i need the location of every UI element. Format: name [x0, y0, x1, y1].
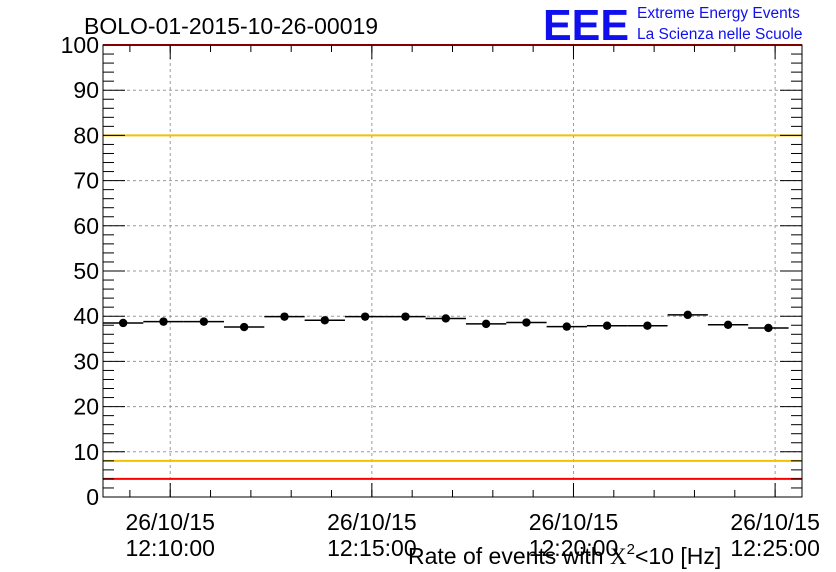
y-tick-label: 90: [73, 77, 99, 103]
data-point: [280, 312, 289, 321]
data-point: [441, 314, 450, 323]
data-point: [562, 322, 571, 331]
y-tick-label: 30: [73, 348, 99, 374]
x-tick-label-date: 26/10/15: [125, 509, 215, 535]
eee-logo: EEE Extreme Energy Events La Scienza nel…: [543, 1, 802, 50]
y-tick-label: 20: [73, 394, 99, 420]
logo-line-1: Extreme Energy Events: [637, 5, 800, 22]
x-axis-title: Rate of events with X2<10 [Hz]: [408, 541, 721, 569]
x-axis-title-superscript: 2: [627, 541, 635, 558]
x-tick-label-time: 12:25:00: [730, 535, 820, 561]
data-series: [103, 310, 789, 333]
data-point: [239, 322, 249, 332]
y-tick-label: 80: [73, 122, 99, 148]
data-point: [481, 319, 491, 329]
data-point: [683, 310, 692, 320]
x-tick-label-time: 12:15:00: [327, 535, 417, 561]
y-tick-label: 50: [73, 258, 99, 284]
x-tick-labels: 26/10/1512:10:0026/10/1512:15:0026/10/15…: [125, 509, 819, 561]
data-point: [401, 312, 410, 321]
y-tick-label: 70: [73, 168, 99, 194]
reference-lines: [103, 44, 802, 480]
x-tick-label-date: 26/10/15: [327, 509, 417, 535]
x-tick-label-date: 26/10/15: [730, 509, 820, 535]
data-point: [320, 316, 329, 325]
y-tick-labels: 0 10 20 30 40 50 60 70 80 90 100: [61, 32, 99, 510]
x-axis-title-prefix: Rate of events with: [408, 543, 610, 569]
data-point: [522, 318, 531, 327]
chart-title: BOLO-01-2015-10-26-00019: [84, 13, 378, 39]
grid-lines: [103, 45, 802, 497]
x-tick-label-time: 12:20:00: [529, 535, 619, 561]
x-axis-title-suffix: <10 [Hz]: [635, 543, 721, 569]
y-tick-label: 10: [73, 439, 99, 465]
data-point: [643, 321, 652, 330]
data-point: [118, 318, 128, 328]
data-point: [360, 312, 370, 321]
data-point: [764, 323, 773, 333]
y-tick-label: 100: [61, 32, 99, 58]
x-axis-title-symbol: X: [610, 544, 627, 569]
x-tick-label-time: 12:10:00: [125, 535, 215, 561]
y-tick-label: 40: [73, 303, 99, 329]
data-point: [159, 317, 168, 326]
x-tick-label-date: 26/10/15: [529, 509, 619, 535]
logo-line-2: La Scienza nelle Scuole: [637, 26, 802, 43]
y-tick-label: 0: [86, 484, 99, 510]
data-point: [723, 320, 733, 329]
data-point: [199, 317, 209, 326]
logo-mark: EEE: [543, 1, 629, 50]
data-point: [602, 321, 612, 330]
axis-ticks: [103, 44, 802, 498]
y-tick-label: 60: [73, 213, 99, 239]
